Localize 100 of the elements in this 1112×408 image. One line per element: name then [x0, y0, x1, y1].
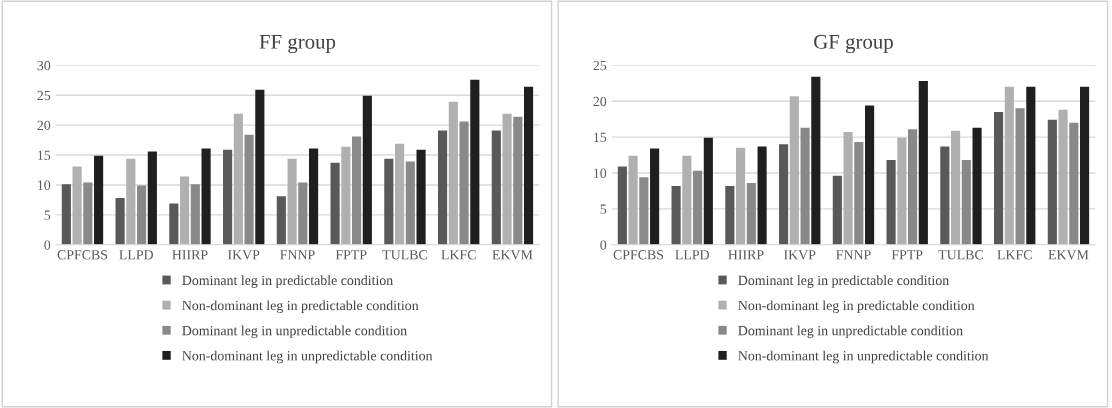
bar — [693, 170, 703, 245]
x-tick-label: LLPD — [119, 250, 154, 260]
bar — [126, 158, 136, 245]
bar — [1026, 86, 1036, 245]
bar — [951, 130, 961, 245]
legend-label: Dominant leg in unpredictable condition — [738, 325, 963, 339]
y-tick-label: 20 — [37, 120, 51, 131]
bar — [940, 146, 950, 245]
bar — [961, 160, 971, 245]
legend-label: Dominant leg in unpredictable condition — [182, 325, 407, 339]
chart-title: FF group — [259, 34, 336, 54]
y-tick-label: 15 — [594, 132, 607, 143]
bar — [1058, 109, 1068, 245]
x-tick-label: LKFC — [997, 250, 1032, 260]
x-tick-label: EKVM — [492, 250, 533, 260]
x-tick-label: TULBC — [938, 250, 983, 260]
bar — [1080, 86, 1090, 245]
y-tick-label: 5 — [44, 210, 51, 220]
bar — [800, 127, 810, 245]
bar — [169, 203, 179, 245]
legend-label: Non-dominant leg in unpredictable condition — [182, 350, 433, 364]
x-tick-label: LLPD — [675, 250, 710, 260]
bar — [244, 134, 254, 245]
bar — [1047, 119, 1057, 245]
bar — [233, 113, 243, 245]
bar — [703, 137, 713, 245]
y-tick-label: 30 — [37, 60, 51, 71]
bar — [276, 196, 286, 245]
bar — [147, 151, 157, 245]
y-tick-label: 25 — [593, 60, 607, 71]
bar — [362, 95, 372, 245]
y-tick-label: 25 — [37, 90, 51, 101]
bar — [470, 79, 480, 245]
y-tick-label: 15 — [38, 150, 51, 160]
x-tick-label: FPTP — [891, 250, 923, 260]
bar — [617, 166, 627, 245]
bar — [650, 148, 660, 245]
bar — [789, 96, 799, 245]
x-tick-label: LKFC — [441, 250, 476, 260]
bar — [94, 155, 104, 245]
bar — [779, 144, 789, 245]
bar — [757, 146, 767, 245]
bar — [811, 76, 821, 245]
bar — [736, 147, 746, 245]
bar — [287, 158, 297, 245]
bar — [137, 185, 147, 245]
bar — [416, 149, 426, 245]
x-tick-label: CPFCBS — [57, 250, 108, 260]
chart-title: GF group — [814, 34, 893, 54]
x-tick-label: IKVP — [784, 250, 816, 260]
bar — [309, 148, 319, 245]
bar — [1004, 86, 1014, 245]
y-tick-label: 5 — [600, 204, 607, 214]
bar — [180, 176, 190, 245]
x-tick-label: FPTP — [335, 250, 367, 260]
bar — [190, 184, 200, 245]
y-tick-label: 0 — [44, 240, 51, 250]
bar — [405, 161, 415, 245]
bar — [384, 158, 394, 245]
bar — [341, 146, 351, 245]
bar — [682, 155, 692, 245]
bar — [502, 113, 512, 245]
bar — [298, 182, 308, 245]
bar — [1015, 108, 1025, 245]
bar — [448, 101, 458, 245]
bar — [352, 136, 362, 245]
bar — [491, 130, 501, 245]
bar — [1069, 122, 1079, 245]
bar — [854, 142, 864, 245]
y-tick-label: 10 — [38, 180, 51, 190]
y-tick-label: 20 — [593, 96, 607, 107]
bar — [832, 175, 842, 245]
bar — [908, 129, 918, 245]
bar — [628, 155, 638, 245]
legend-label: Dominant leg in predictable condition — [738, 275, 949, 288]
bar — [438, 130, 448, 245]
bar — [72, 166, 82, 245]
bar — [972, 127, 982, 245]
x-tick-label: TULBC — [382, 250, 427, 260]
bar — [459, 121, 469, 245]
y-tick-label: 0 — [600, 240, 607, 250]
legend-label: Non-dominant leg in predictable condition — [182, 300, 419, 314]
x-tick-label: HIIRP — [728, 250, 764, 260]
x-tick-label: IKVP — [228, 250, 260, 260]
bar — [524, 86, 534, 245]
x-tick-label: CPFCBS — [613, 250, 664, 260]
bar — [61, 184, 71, 245]
bar — [330, 162, 340, 245]
bar — [725, 185, 735, 245]
bar — [395, 143, 405, 245]
x-tick-label: FNNP — [280, 250, 315, 260]
bar — [671, 185, 681, 245]
bar — [513, 116, 523, 245]
bar — [897, 137, 907, 245]
bar — [83, 182, 93, 245]
legend-label: Non-dominant leg in predictable condition — [738, 300, 975, 314]
bar — [843, 132, 853, 245]
bar — [115, 198, 125, 245]
bar — [865, 105, 875, 245]
bar — [255, 89, 265, 245]
